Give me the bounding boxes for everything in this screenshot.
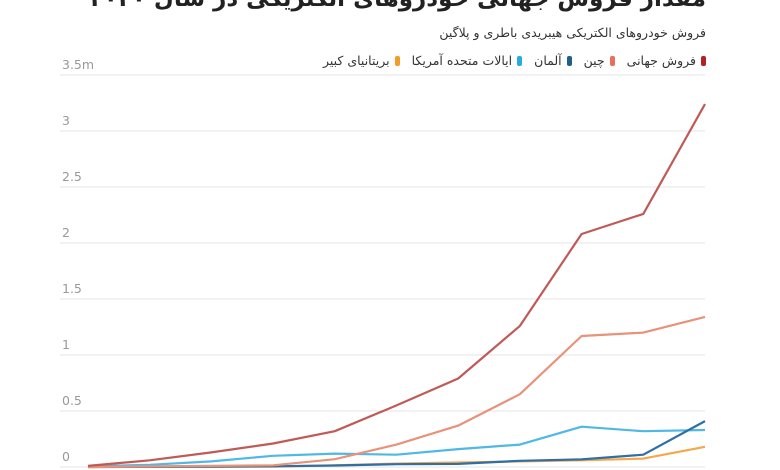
series-lines: [87, 103, 706, 469]
chart-title: مقدار فروش جهانی خودروهای الکتریکی در سا…: [90, 0, 706, 12]
series-line: [87, 425, 706, 468]
y-tick-label: 0: [62, 449, 70, 464]
legend-label: بریتانیای کبیر: [322, 53, 390, 68]
legend-label: ایالات متحده آمریکا: [411, 53, 513, 68]
legend-swatch: [517, 55, 523, 66]
y-tick-label: 2.5: [62, 169, 82, 184]
y-tick-label: 1: [62, 337, 70, 352]
legend-label: آلمان: [534, 53, 562, 68]
series-line: [87, 315, 706, 469]
legend-label: چین: [583, 53, 605, 68]
chart-legend: فروش جهانی چین آلمان ایالات متحده آمریکا بری…: [323, 53, 706, 68]
legend-swatch: [566, 55, 572, 66]
legend-swatch: [701, 55, 706, 66]
y-tick-label: 0.5: [62, 393, 82, 408]
chart-subtitle: فروش خودروهای الکتریکی هیبریدی باطری و پ…: [439, 25, 706, 40]
y-tick-label: 1.5: [62, 281, 82, 296]
legend-item: چین: [584, 53, 615, 68]
y-tick-label: 3.5m: [62, 57, 94, 72]
legend-swatch: [394, 55, 400, 66]
y-tick-label: 2: [62, 225, 70, 240]
legend-item: بریتانیای کبیر: [323, 53, 400, 68]
grid-lines: [60, 74, 705, 468]
legend-label: فروش جهانی: [626, 53, 696, 68]
legend-item: ایالات متحده آمریکا: [412, 53, 523, 68]
y-axis-tick-labels: 0 0.5 1 1.5 2 2.5 3 3.5m: [62, 57, 94, 464]
y-tick-label: 3: [62, 113, 70, 128]
series-line: [87, 103, 706, 467]
legend-swatch: [609, 55, 615, 66]
legend-item: فروش جهانی: [627, 53, 706, 68]
legend-item: آلمان: [534, 53, 572, 68]
